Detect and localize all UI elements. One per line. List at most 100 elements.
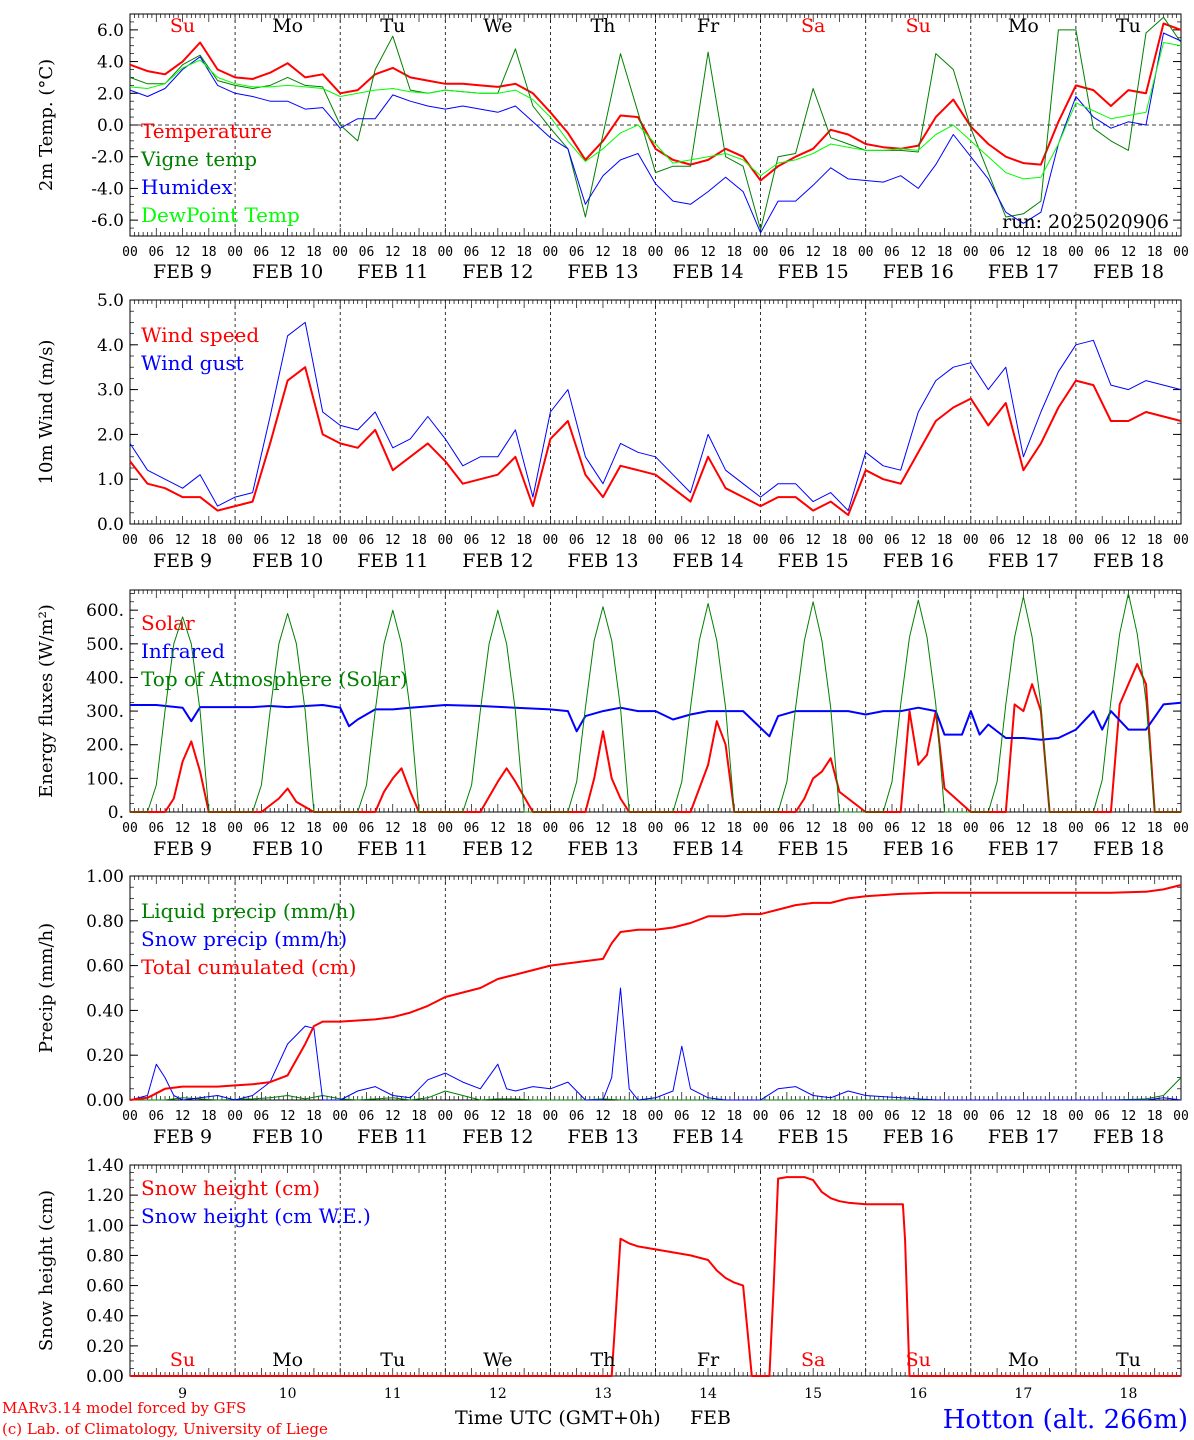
hour-label: 06 <box>674 245 690 260</box>
hour-label: 12 <box>280 1109 296 1124</box>
y-tick-label: 0.20 <box>86 1046 124 1066</box>
y-tick-label: -2.0 <box>91 148 124 168</box>
day-number: 12 <box>489 1386 507 1402</box>
hour-label: 18 <box>411 1109 427 1124</box>
hour-label: 06 <box>674 1109 690 1124</box>
hour-label: 06 <box>359 821 375 836</box>
run-label: run: 2025020906 <box>1002 211 1169 233</box>
hour-label: 06 <box>148 1109 164 1124</box>
hour-label: 12 <box>385 1109 401 1124</box>
hour-label: 12 <box>1016 533 1032 548</box>
hour-label: 18 <box>306 533 322 548</box>
hour-label: 18 <box>726 245 742 260</box>
legend-entry: Total cumulated (cm) <box>141 955 357 979</box>
hour-label: 18 <box>1042 245 1058 260</box>
hour-label: 06 <box>359 1109 375 1124</box>
series-line-1-3 <box>129 32 1182 234</box>
date-label: FEB 11 <box>357 1126 428 1148</box>
hour-label: 06 <box>359 533 375 548</box>
weekday-label: Fr <box>697 1349 720 1371</box>
hour-label: 00 <box>332 245 348 260</box>
weekday-label: Mo <box>272 15 303 37</box>
hour-label: 18 <box>726 533 742 548</box>
hour-label: 06 <box>779 1109 795 1124</box>
day-number: 18 <box>1120 1386 1138 1402</box>
legend-entry: DewPoint Temp <box>141 203 300 227</box>
legend-entry: Wind speed <box>141 323 259 347</box>
hour-label: 06 <box>884 245 900 260</box>
y-tick-label: 1.00 <box>86 867 124 887</box>
hour-label: 00 <box>858 1109 874 1124</box>
date-label: FEB 9 <box>153 550 212 572</box>
hour-label: 00 <box>858 245 874 260</box>
hour-label: 06 <box>464 821 480 836</box>
y-tick-label: 300. <box>86 702 124 722</box>
hour-label: 12 <box>490 533 506 548</box>
hour-label: 18 <box>1147 245 1163 260</box>
hour-label: 06 <box>148 821 164 836</box>
hour-label: 18 <box>1147 533 1163 548</box>
series-line-2-1 <box>129 366 1182 516</box>
weekday-label: Tu <box>380 1349 405 1371</box>
hour-label: 06 <box>1094 1109 1110 1124</box>
y-tick-label: -6.0 <box>91 211 124 231</box>
hour-label: 00 <box>1173 821 1189 836</box>
date-label: FEB 18 <box>1093 261 1164 283</box>
y-tick-label: 2.0 <box>97 84 124 104</box>
hour-label: 06 <box>359 245 375 260</box>
hour-label: 18 <box>832 1109 848 1124</box>
hour-label: 06 <box>1094 821 1110 836</box>
panel-3: 600. 500. 400. 300. 200. 100. 0. Energy fluxes … <box>36 589 1189 860</box>
y-tick-label: 5.0 <box>97 291 124 311</box>
hour-label: 00 <box>753 1109 769 1124</box>
hour-label: 18 <box>621 821 637 836</box>
hour-label: 18 <box>411 245 427 260</box>
hour-label: 18 <box>621 533 637 548</box>
hour-label: 06 <box>569 533 585 548</box>
date-label: FEB 10 <box>252 838 323 860</box>
hour-label: 18 <box>516 245 532 260</box>
date-label: FEB 16 <box>883 838 954 860</box>
hour-label: 12 <box>175 821 191 836</box>
hour-label: 12 <box>175 245 191 260</box>
hour-label: 12 <box>385 821 401 836</box>
hour-label: 00 <box>648 533 664 548</box>
date-label: FEB 9 <box>153 838 212 860</box>
y-tick-label: 4.0 <box>97 53 124 73</box>
y-tick-label: 600. <box>86 601 124 621</box>
y-axis-label: 10m Wind (m/s) <box>36 340 57 485</box>
hour-label: 18 <box>832 533 848 548</box>
hour-label: 18 <box>306 245 322 260</box>
hour-label: 00 <box>1173 1109 1189 1124</box>
hour-label: 12 <box>280 821 296 836</box>
hour-label: 12 <box>175 533 191 548</box>
series-line-2-2 <box>129 321 1182 512</box>
hour-label: 18 <box>937 821 953 836</box>
date-label: FEB 14 <box>672 838 743 860</box>
hour-label: 12 <box>910 821 926 836</box>
hour-label: 12 <box>280 533 296 548</box>
hour-label: 00 <box>753 821 769 836</box>
hour-label: 18 <box>306 1109 322 1124</box>
hour-label: 00 <box>543 821 559 836</box>
weekday-label: Fr <box>697 15 720 37</box>
y-tick-label: 2.0 <box>97 425 124 445</box>
hour-label: 18 <box>832 821 848 836</box>
hour-label: 00 <box>963 533 979 548</box>
date-label: FEB 18 <box>1093 550 1164 572</box>
hour-label: 12 <box>595 533 611 548</box>
weekday-label: Th <box>590 1349 615 1371</box>
day-number: 9 <box>178 1386 187 1402</box>
hour-label: 06 <box>884 533 900 548</box>
hour-label: 12 <box>805 1109 821 1124</box>
hour-label: 18 <box>306 821 322 836</box>
legend-entry: Wind gust <box>141 351 244 375</box>
hour-label: 06 <box>884 821 900 836</box>
hour-label: 00 <box>1173 533 1189 548</box>
hour-label: 18 <box>726 1109 742 1124</box>
weekday-label: Su <box>170 15 195 37</box>
hour-label: 00 <box>753 245 769 260</box>
y-tick-label: 0.00 <box>86 1367 124 1387</box>
hour-label: 12 <box>700 245 716 260</box>
